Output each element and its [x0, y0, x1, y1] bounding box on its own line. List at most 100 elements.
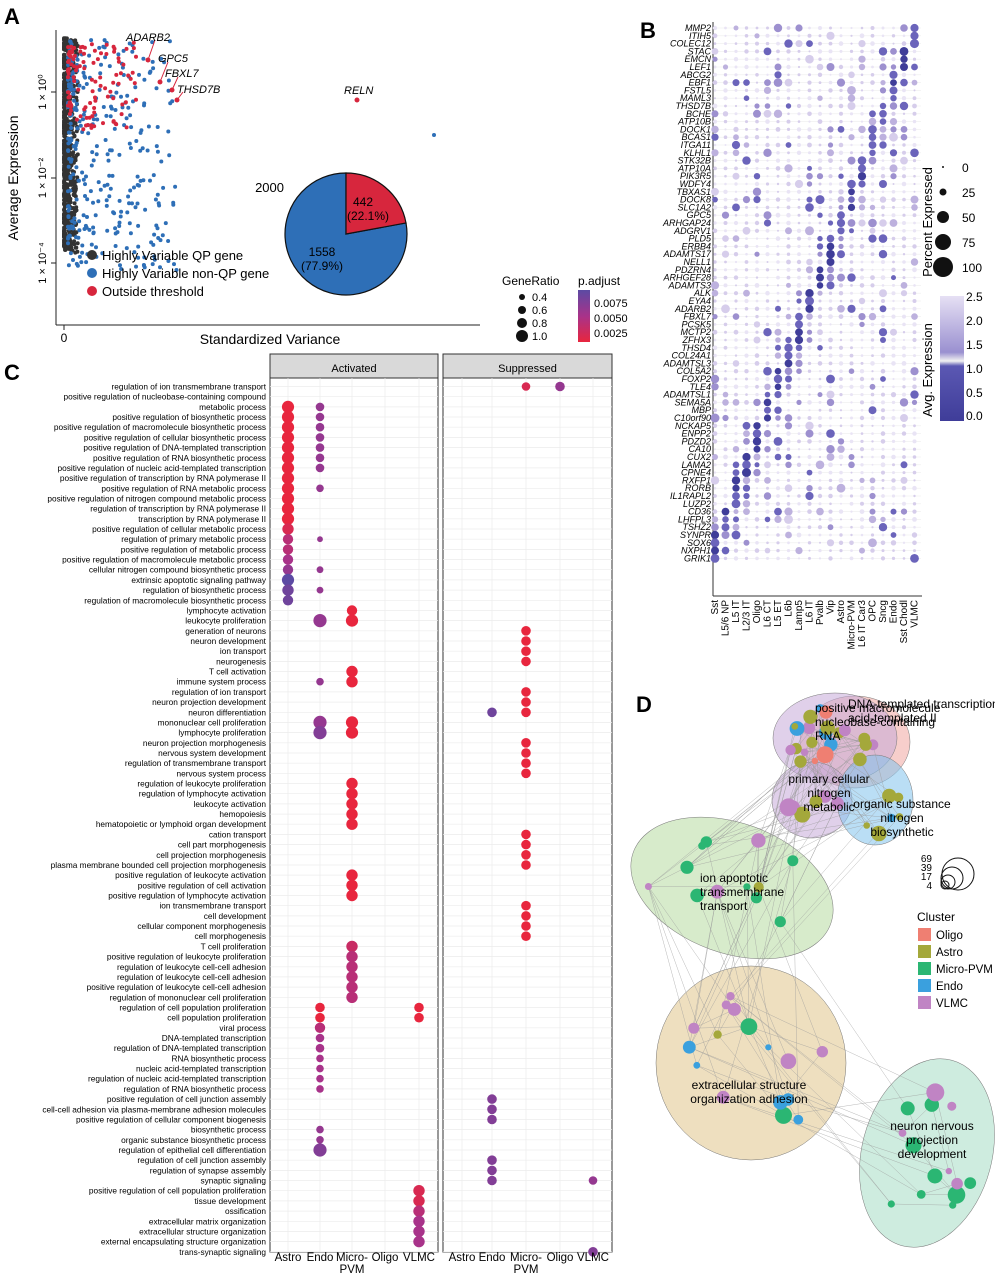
gene-dot [776, 533, 780, 537]
gene-label: SEMA5A [674, 397, 711, 407]
gene-dot [880, 337, 886, 343]
gene-dot [723, 80, 728, 85]
gene-dot [786, 549, 791, 553]
point-nonqp [88, 189, 93, 194]
gene-label: CPNE4 [681, 468, 711, 478]
go-dot [521, 911, 531, 921]
network-node [916, 1190, 926, 1199]
gene-dot [817, 111, 823, 116]
gene-dot [818, 354, 822, 357]
gene-dot [776, 57, 780, 61]
pct-legend-dot [937, 211, 949, 223]
gene-dot [900, 508, 908, 515]
gene-dot [763, 148, 772, 157]
go-dot [316, 677, 324, 686]
pie-pct-nonqp: (77.9%) [301, 259, 343, 273]
network-node [781, 1093, 795, 1106]
gene-dot [713, 275, 717, 280]
gene-dot [774, 391, 782, 399]
network-node [713, 1030, 722, 1039]
gene-dot [838, 142, 844, 148]
gene-dot [839, 49, 843, 53]
gene-dot [818, 416, 822, 420]
gene-dot [860, 541, 864, 545]
network-edge [717, 754, 826, 892]
gene-dot [881, 229, 885, 232]
gene-dot [734, 244, 738, 249]
go-term-label: positive regulation of cell activation [138, 880, 267, 890]
gene-dot [775, 166, 781, 171]
gene-dot [902, 197, 906, 202]
gene-dot [839, 88, 843, 93]
generatio-val: 0.8 [532, 318, 547, 330]
gene-dot [755, 276, 759, 279]
gene-dot [734, 392, 738, 397]
network-edge [783, 1092, 936, 1116]
gene-dot [847, 203, 856, 211]
gene-dot [754, 353, 760, 358]
point-outside [112, 49, 117, 54]
gene-dot [733, 134, 739, 141]
gene-dot [836, 78, 846, 87]
gene-dot [839, 463, 843, 466]
point-outside [98, 75, 103, 80]
point-qp [62, 142, 66, 147]
gene-dot [868, 515, 877, 524]
gene-dot [807, 190, 812, 194]
point-nonqp [146, 124, 151, 129]
gene-dot [795, 328, 803, 337]
gene-dot [766, 424, 769, 428]
gene-dot [732, 484, 740, 492]
gene-dot [870, 190, 875, 194]
gene-dot [796, 150, 802, 155]
point-nonqp [71, 172, 76, 177]
gene-dot [838, 150, 844, 155]
gene-label: STAC [688, 46, 712, 56]
gene-dot [849, 494, 854, 498]
gene-dot [891, 525, 896, 530]
gene-dot [859, 509, 865, 514]
go-dot [346, 889, 358, 902]
gene-dot [733, 291, 739, 296]
gene-dot [839, 26, 843, 30]
annot-reln: RELN [344, 85, 373, 97]
point-nonqp [143, 207, 148, 212]
go-dot [281, 431, 295, 444]
gene-label: ARHGEF28 [662, 273, 711, 283]
gene-dot [796, 462, 802, 467]
gene-dot [892, 260, 895, 264]
point-nonqp [81, 177, 86, 182]
gene-dot [870, 361, 875, 366]
network-edge [717, 891, 789, 1062]
gene-dot [817, 525, 823, 530]
gene-dot [860, 361, 864, 365]
gene-dot [892, 299, 895, 303]
gene-label: MMP2 [685, 23, 711, 33]
gene-dot [880, 353, 886, 358]
network-edge [758, 795, 890, 888]
point-nonqp [149, 240, 154, 245]
go-term-label: neuron projection morphogenesis [143, 738, 266, 748]
gene-dot [731, 140, 741, 150]
gene-dot [797, 510, 801, 514]
gene-dot [797, 448, 801, 451]
point-nonqp [72, 98, 77, 103]
point-nonqp [166, 78, 171, 83]
gene-dot [754, 88, 760, 93]
gene-dot [900, 125, 908, 133]
gene-dot [829, 533, 832, 537]
gene-dot [755, 65, 759, 69]
gene-dot [807, 369, 812, 373]
padj-title: p.adjust [578, 274, 621, 288]
gene-dot [849, 244, 854, 249]
gene-dot [776, 120, 780, 124]
gene-dot [776, 548, 780, 553]
gene-dot [879, 196, 887, 203]
gene-dot [828, 174, 833, 179]
gene-dot [797, 525, 801, 529]
go-term-label: lymphocyte proliferation [178, 728, 266, 738]
gene-dot [808, 377, 811, 381]
point-outside [66, 67, 70, 72]
point-nonqp [84, 260, 89, 265]
point-nonqp [109, 148, 114, 153]
